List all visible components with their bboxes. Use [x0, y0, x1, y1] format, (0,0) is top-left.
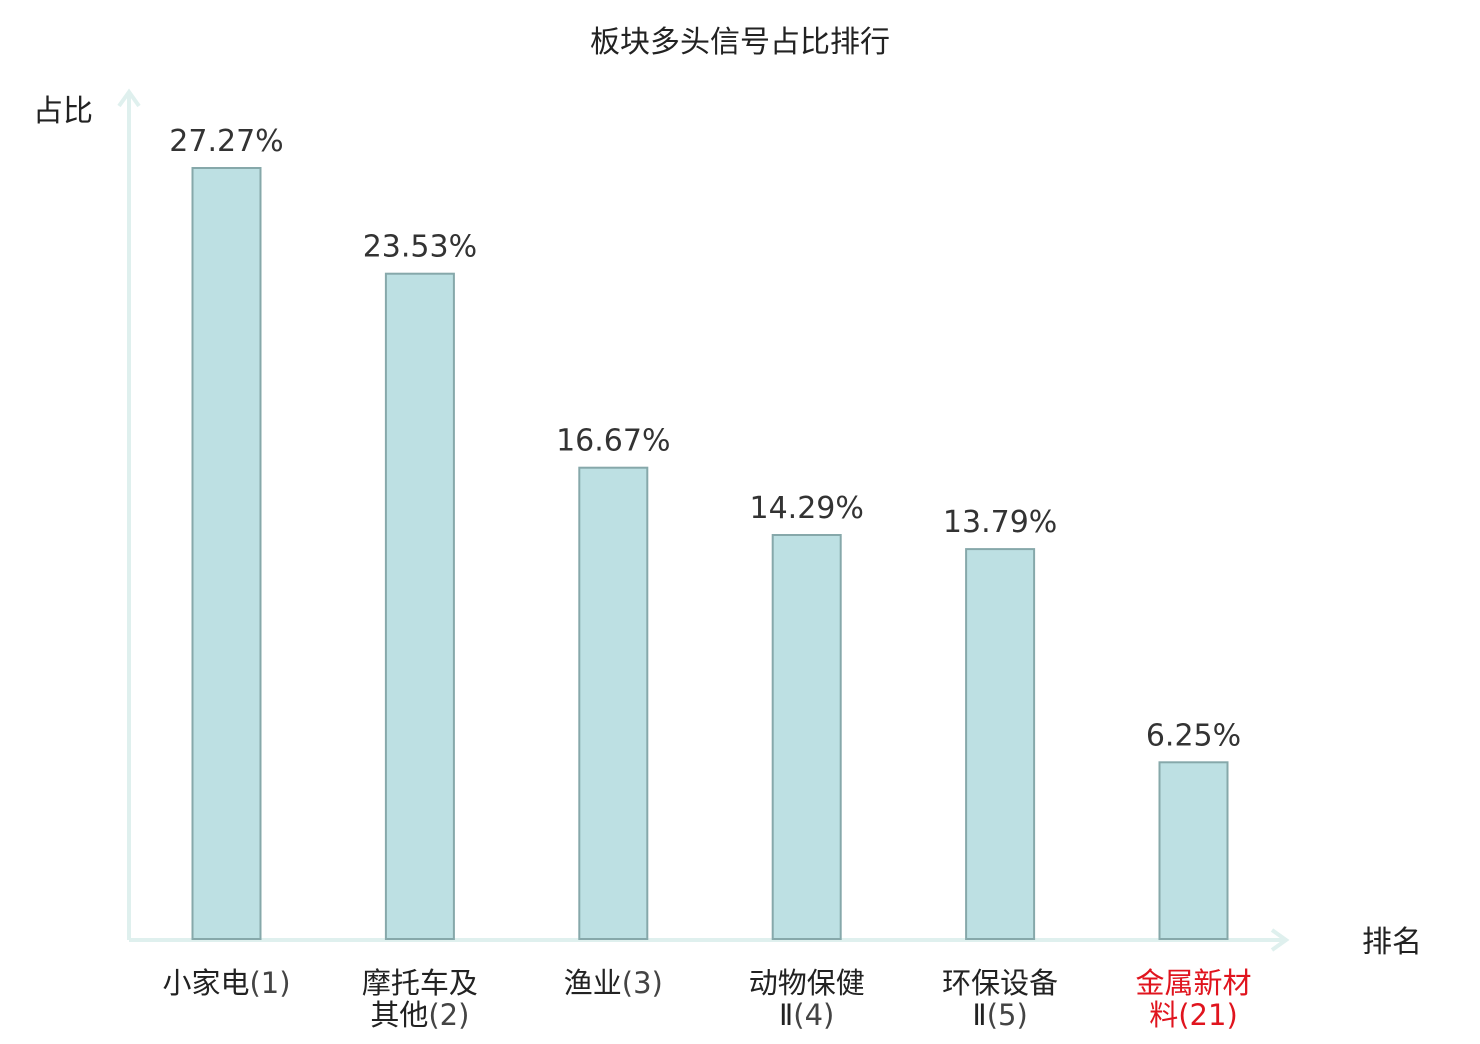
category-name-part: 环保设备	[942, 966, 1058, 1000]
category-name-part: 金属新材	[1135, 966, 1251, 1000]
x-axis-arrow	[1270, 928, 1290, 952]
category-labels: 小家电(1) 摩托车及其他(2)渔业(3) 动物保健 Ⅱ(4)环保设备 Ⅱ(5)金属新材…	[162, 966, 1251, 1032]
value-label-1: 27.27%	[169, 124, 283, 159]
value-label-2: 23.53%	[363, 230, 477, 265]
category-name-part: 渔业	[564, 966, 622, 1000]
category-name-part: 其他	[370, 998, 428, 1032]
category-label-4: 动物保健 Ⅱ(4)	[749, 966, 865, 1032]
bar-2	[384, 272, 455, 940]
x-axis-label: 排名	[1362, 925, 1422, 960]
value-label-5: 13.79%	[943, 505, 1057, 540]
y-axis-arrow	[117, 88, 141, 108]
bars	[191, 167, 1229, 940]
rank-number: (4)	[793, 998, 834, 1032]
category-label-6: 金属新材料(21)	[1135, 966, 1251, 1032]
rank-number: (1)	[249, 966, 290, 1000]
rank-number: (5)	[987, 998, 1028, 1032]
category-name-part: 摩托车及	[362, 966, 478, 1000]
chart-title: 板块多头信号占比排行	[590, 25, 890, 60]
rank-number: (3)	[622, 966, 663, 1000]
bar-6	[1158, 761, 1229, 940]
bar-3	[578, 466, 649, 940]
category-name-part: Ⅱ	[779, 998, 793, 1032]
category-name-part: Ⅱ	[972, 998, 986, 1032]
axes	[117, 88, 1290, 952]
rank-number: (2)	[428, 998, 469, 1032]
category-name-part: 料	[1149, 998, 1178, 1032]
value-labels: 27.27% 23.53% 16.67% 14.29% 13.79% 6.25%	[169, 124, 1241, 753]
y-axis-label: 占比	[33, 94, 93, 129]
category-label-1: 小家电(1)	[162, 966, 290, 1000]
value-label-6: 6.25%	[1146, 718, 1241, 753]
category-name-part: 动物保健	[749, 966, 865, 1000]
bar-4	[771, 534, 842, 940]
category-label-2: 摩托车及其他(2)	[362, 966, 478, 1032]
bar-5	[965, 548, 1036, 940]
value-label-4: 14.29%	[750, 491, 864, 526]
category-name-part: 小家电	[162, 966, 249, 1000]
category-label-5: 环保设备 Ⅱ(5)	[942, 966, 1058, 1032]
rank-number: (21)	[1178, 998, 1238, 1032]
category-label-3: 渔业(3)	[564, 966, 663, 1000]
bar-1	[191, 167, 262, 940]
value-label-3: 16.67%	[556, 424, 670, 459]
